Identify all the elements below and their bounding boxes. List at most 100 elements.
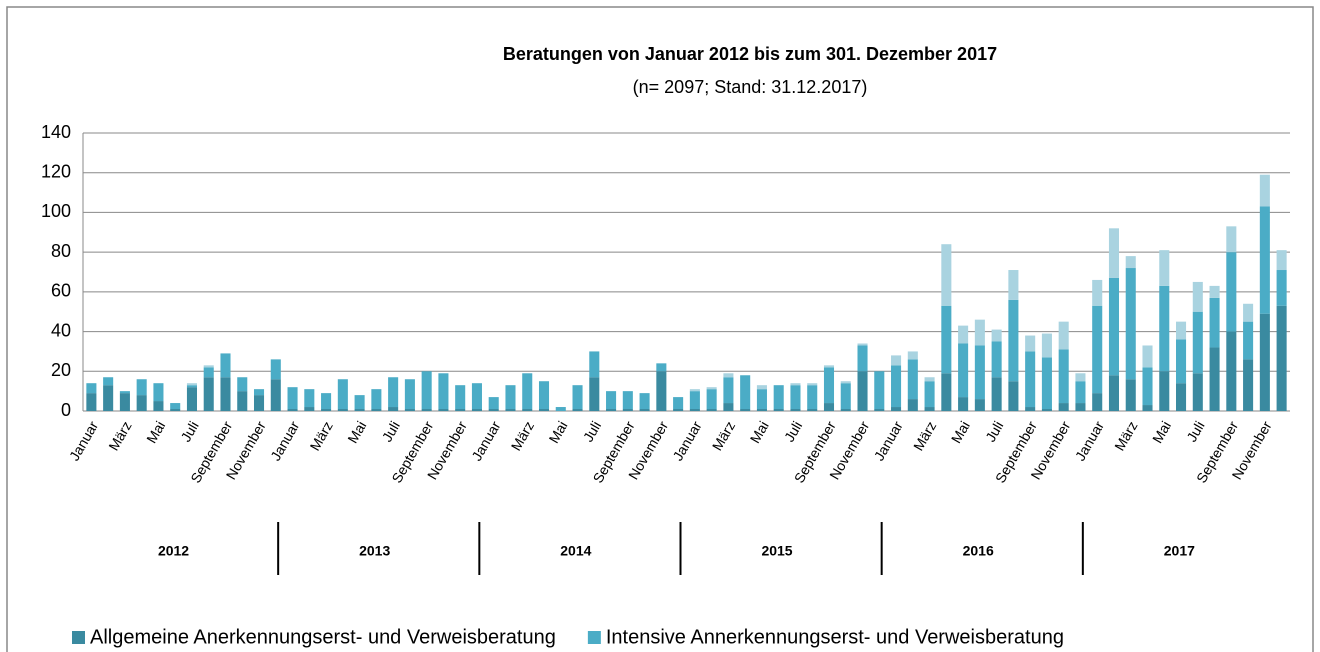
bar-segment	[421, 371, 432, 410]
bar-segment	[354, 395, 365, 410]
bar-segment	[823, 365, 835, 368]
bar-segment	[153, 383, 164, 402]
bar-segment	[891, 407, 902, 411]
bar-segment	[790, 383, 801, 386]
bar-segment	[354, 409, 365, 411]
bar-segment	[253, 395, 265, 411]
bar-segment	[1226, 252, 1237, 332]
bar-segment	[371, 389, 382, 410]
bar-segment	[270, 359, 281, 380]
bar-segment	[538, 381, 550, 410]
bar-segment	[455, 385, 466, 410]
bar-segment	[1209, 297, 1220, 348]
y-tick-label: 80	[51, 241, 71, 261]
bar-segment	[337, 379, 348, 410]
year-label: 2015	[761, 543, 792, 559]
bar-segment	[924, 377, 935, 382]
bar-segment	[1176, 321, 1187, 340]
bar-segment	[455, 409, 466, 411]
x-tick-label: Juli	[580, 418, 604, 444]
bar-segment	[1276, 270, 1287, 306]
bar-segment	[1108, 228, 1120, 278]
bar-segment	[153, 401, 164, 411]
bar-segment	[689, 409, 700, 411]
bar-segment	[656, 363, 667, 372]
bar-segment	[991, 329, 1002, 342]
bar-segment	[807, 383, 818, 386]
bar-segment	[1108, 375, 1120, 411]
bar-segment	[538, 409, 550, 411]
legend-swatch	[72, 631, 85, 644]
bar-segment	[1276, 305, 1287, 411]
bar-segment	[438, 373, 449, 410]
bar-segment	[1058, 403, 1069, 411]
bar-segment	[723, 377, 734, 404]
y-tick-label: 0	[61, 400, 71, 420]
bar-segment	[220, 353, 231, 378]
x-tick-label: Januar	[66, 418, 101, 463]
bar-segment	[740, 375, 751, 410]
chart-title: Beratungen von Januar 2012 bis zum 301. …	[503, 44, 997, 64]
x-tick-label: Januar	[267, 418, 302, 463]
x-tick-label: Januar	[468, 418, 503, 463]
bar-segment	[991, 377, 1002, 411]
bar-segment	[1041, 357, 1052, 410]
bar-segment	[1192, 311, 1203, 374]
bar-segment	[857, 371, 868, 411]
bar-segment	[1276, 250, 1287, 271]
bar-segment	[689, 391, 700, 410]
bar-segment	[1159, 285, 1170, 372]
x-tick-label: Januar	[871, 418, 906, 463]
bar-segment	[371, 409, 382, 411]
bar-segment	[237, 377, 248, 392]
bar-segment	[555, 407, 566, 411]
y-tick-label: 20	[51, 360, 71, 380]
bar-segment	[1041, 409, 1052, 411]
x-tick-label: März	[508, 418, 537, 453]
x-tick-label: Mai	[344, 418, 369, 446]
bar-segment	[170, 409, 181, 411]
x-tick-label: Mai	[747, 418, 772, 446]
bar-segment	[203, 377, 214, 411]
year-label: 2017	[1164, 543, 1195, 559]
x-tick-label: März	[1111, 418, 1140, 453]
bar-segment	[958, 343, 969, 398]
bar-segment	[1259, 174, 1270, 207]
x-tick-label: Juli	[177, 418, 201, 444]
bar-segment	[622, 409, 633, 411]
bar-segment	[1041, 333, 1052, 358]
bar-segment	[740, 409, 751, 411]
bar-segment	[203, 367, 214, 378]
bar-segment	[119, 393, 130, 411]
bar-segment	[756, 385, 767, 390]
bar-segment	[1176, 383, 1187, 411]
bar-segment	[186, 383, 197, 386]
bar-segment	[287, 387, 298, 410]
bar-segment	[1025, 407, 1036, 411]
bar-segment	[773, 409, 784, 411]
bar-segment	[723, 373, 734, 378]
y-tick-label: 40	[51, 320, 71, 340]
bar-segment	[304, 389, 315, 408]
bar-segment	[1159, 250, 1170, 286]
bar-segment	[874, 371, 885, 410]
bar-segment	[505, 385, 516, 410]
bar-segment	[924, 381, 935, 408]
bar-segment	[1092, 393, 1103, 411]
bar-segment	[606, 391, 617, 410]
y-tick-label: 140	[41, 122, 71, 142]
bar-segment	[86, 383, 97, 394]
bar-segment	[807, 409, 818, 411]
bar-segment	[304, 407, 315, 411]
bar-segment	[471, 409, 482, 411]
bar-segment	[136, 379, 147, 396]
x-tick-label: Juli	[781, 418, 805, 444]
bar-segment	[1226, 331, 1237, 411]
bar-segment	[287, 409, 298, 411]
bar-segment	[337, 409, 348, 411]
bar-segment	[488, 397, 499, 410]
bar-segment	[103, 385, 114, 411]
bar-segment	[790, 409, 801, 411]
bar-segment	[1075, 373, 1086, 382]
year-label: 2014	[560, 543, 591, 559]
